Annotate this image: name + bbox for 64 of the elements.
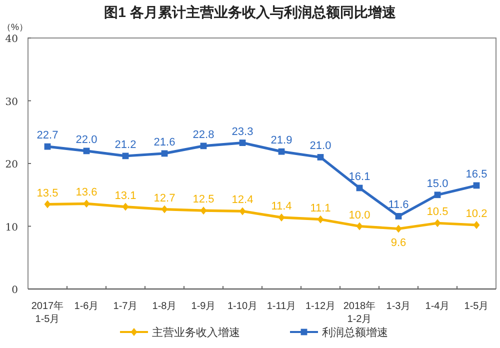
data-label: 9.6 — [390, 236, 406, 249]
x-tick-label: 1-4月 — [425, 301, 450, 312]
data-label: 22.8 — [192, 128, 214, 141]
data-label: 21.2 — [114, 138, 136, 151]
data-label: 11.1 — [310, 202, 331, 214]
point — [278, 148, 285, 155]
data-label: 11.4 — [271, 200, 292, 212]
chart-title: 图1 各月累计主营业务收入与利润总额同比增速 — [104, 4, 397, 20]
point — [200, 142, 207, 150]
y-axis-title: （%） — [2, 22, 28, 32]
point — [239, 207, 246, 216]
point — [395, 224, 402, 233]
point — [278, 213, 285, 222]
data-label: 12.7 — [154, 192, 176, 204]
point — [317, 215, 324, 224]
y-tick-label: 30 — [5, 96, 18, 108]
x-tick-label: 1-8月 — [152, 301, 177, 312]
y-tick-label: 0 — [12, 285, 18, 296]
data-label: 10.0 — [348, 209, 370, 222]
data-label: 13.5 — [36, 187, 58, 200]
point — [434, 192, 441, 198]
x-tick-label: 1-7月 — [113, 301, 138, 312]
legend-label: 主营业务收入增速 — [152, 326, 240, 339]
data-label: 22.7 — [36, 130, 58, 142]
point — [434, 219, 441, 228]
data-label: 16.1 — [348, 170, 370, 183]
x-tick-label: 1-9月 — [191, 301, 216, 312]
data-label: 13.1 — [114, 190, 136, 202]
x-tick-label: 1-12月 — [305, 301, 336, 312]
point — [317, 154, 324, 160]
data-label: 21.9 — [270, 134, 292, 147]
x-tick-label: 2017年 1-5月 — [31, 300, 64, 325]
x-tick-label: 1-6月 — [74, 301, 99, 312]
legend-label: 利润总额增速 — [322, 326, 388, 339]
x-tick-label: 1-5月 — [464, 301, 489, 312]
data-label: 16.5 — [466, 168, 488, 180]
x-tick-label: 1-3月 — [386, 301, 411, 312]
y-tick-label: 40 — [5, 34, 18, 45]
point — [44, 200, 51, 208]
point — [356, 222, 363, 230]
point — [44, 143, 51, 150]
point — [83, 200, 90, 208]
data-label: 22.0 — [76, 134, 98, 146]
y-tick-label: 10 — [5, 222, 18, 234]
data-label: 12.5 — [192, 194, 214, 206]
data-label: 12.4 — [232, 194, 254, 206]
data-label: 21.0 — [310, 140, 332, 152]
data-label: 23.3 — [232, 126, 254, 138]
y-tick-label: 20 — [5, 160, 18, 170]
point — [122, 202, 129, 211]
point — [161, 205, 168, 214]
x-tick-label: 2018年 1-2月 — [343, 300, 376, 325]
data-label: 15.0 — [426, 178, 448, 190]
data-label: 11.6 — [388, 199, 409, 212]
point — [239, 140, 246, 146]
point — [200, 206, 207, 215]
x-tick-label: 1-11月 — [266, 301, 296, 312]
point — [473, 220, 480, 229]
data-label: 13.6 — [76, 186, 98, 199]
point — [395, 213, 402, 220]
data-label: 10.5 — [426, 206, 448, 218]
x-tick-label: 1-10月 — [227, 301, 258, 312]
data-label: 10.2 — [466, 208, 488, 220]
data-label: 21.6 — [154, 136, 176, 148]
